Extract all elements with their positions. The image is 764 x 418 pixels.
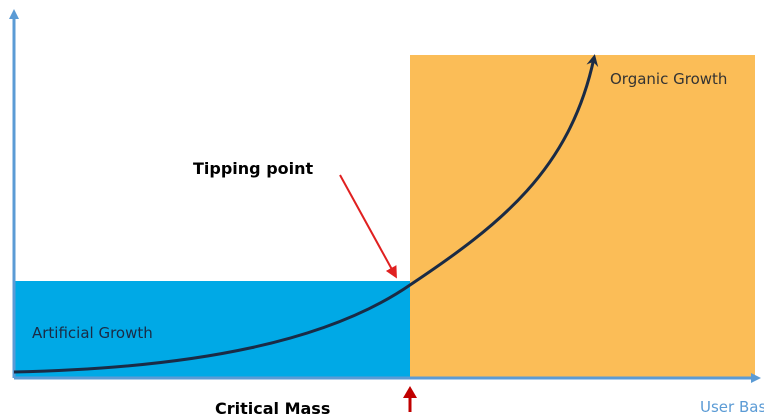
growth-curve — [13, 54, 599, 374]
organic-region — [410, 55, 755, 378]
artificial-label: Artificial Growth — [32, 324, 153, 342]
organic-label: Organic Growth — [610, 70, 727, 88]
tipping-arrow — [339, 174, 397, 279]
x-axis-label: User Base — [700, 398, 764, 416]
critical-label: Critical Mass — [215, 399, 330, 418]
artificial-region — [14, 281, 410, 378]
tipping-label: Tipping point — [193, 159, 314, 178]
